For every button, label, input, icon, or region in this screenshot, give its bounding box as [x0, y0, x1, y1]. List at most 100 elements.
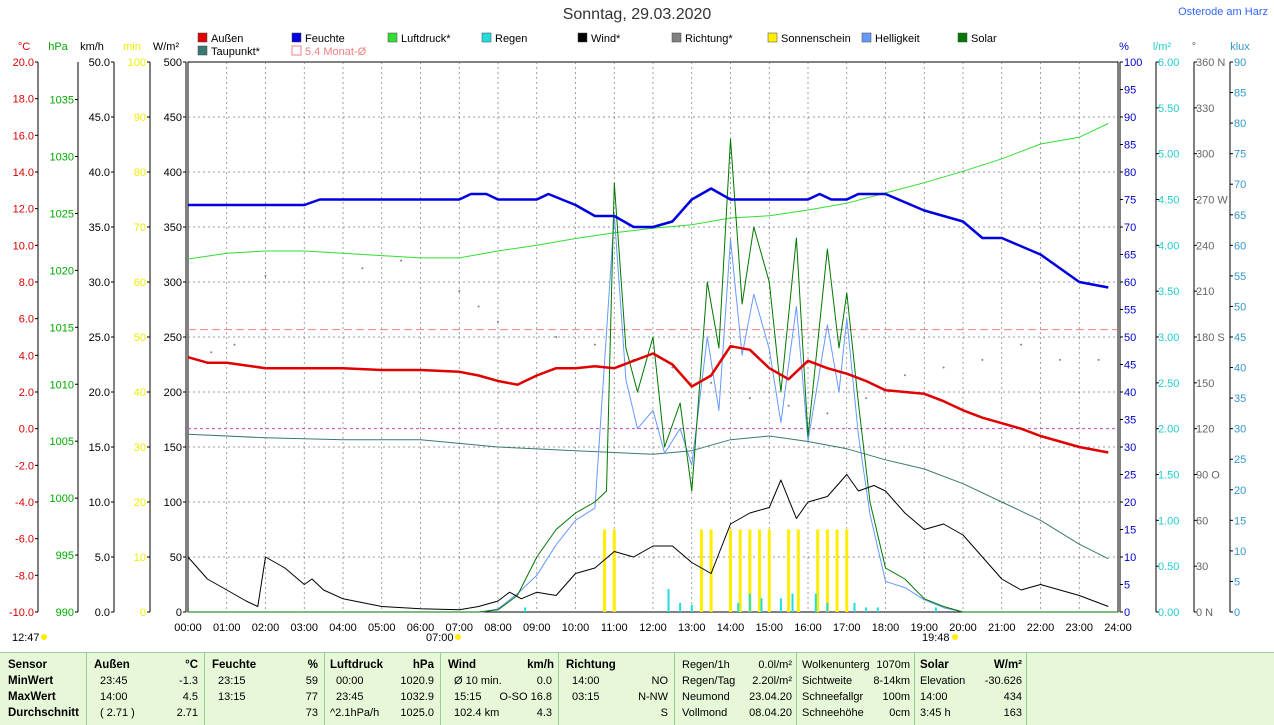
right-axis-tick-label: 5.50	[1158, 103, 1179, 115]
stats-luftdruck-head: Luftdruck	[330, 659, 384, 671]
x-tick-label: 09:00	[523, 622, 551, 634]
right-axis-tick-label: 20	[1234, 485, 1246, 497]
right-axis-tick-label: 10	[1234, 546, 1246, 558]
left-axis-tick-label: 4.0	[19, 350, 34, 362]
stats-feuchte-unit: %	[307, 659, 318, 671]
stats-feuchte-head: Feuchte	[212, 659, 257, 671]
right-axis-tick-label: 25	[1234, 454, 1246, 466]
left-axis-tick-label: 10	[134, 552, 146, 564]
direction-point	[497, 320, 499, 323]
right-axis-tick-label: 120	[1196, 424, 1214, 436]
x-tick-label: 15:00	[755, 622, 783, 634]
x-tick-label: 24:00	[1104, 622, 1132, 634]
direction-point	[210, 351, 213, 354]
left-axis-tick-label: 5.0	[95, 552, 110, 564]
left-axis-tick-label: 100	[164, 497, 182, 509]
right-axis-unit: %	[1119, 41, 1129, 53]
left-axis-tick-label: 50.0	[89, 57, 110, 69]
stats-schneefall-val: 100m	[882, 691, 910, 703]
stats-solar-max-time: 14:00	[920, 691, 948, 703]
left-axis-tick-label: 50	[170, 552, 182, 564]
x-tick-label: 21:00	[988, 622, 1016, 634]
stats-feuchte-max-time: 13:15	[218, 691, 246, 703]
stats-luftdruck-unit: hPa	[412, 659, 434, 671]
right-axis-tick-label: 60	[1234, 240, 1246, 252]
left-axis-tick-label: 0.0	[95, 607, 110, 619]
x-tick-label: 00:00	[174, 622, 202, 634]
left-axis-tick-label: 1020	[50, 265, 74, 277]
stats-neumond-val: 23.04.20	[749, 691, 792, 703]
rain-bar	[865, 607, 868, 612]
left-axis-tick-label: 0.0	[19, 424, 34, 436]
right-axis-tick-label: 80	[1234, 118, 1246, 130]
left-axis-tick-label: 500	[164, 57, 182, 69]
sun-icon	[455, 634, 461, 640]
sunshine-bar	[845, 529, 849, 612]
x-tick-label: 16:00	[794, 622, 822, 634]
stats-luftdruck-max-val: 1032.9	[400, 691, 434, 703]
stats-solar-max-val: 434	[1003, 691, 1022, 703]
stats-wolken-val: 1070m	[876, 659, 910, 671]
stats-wind-min-val: 0.0	[536, 675, 552, 687]
right-axis-unit: klux	[1230, 41, 1250, 53]
left-axis-tick-label: 35.0	[89, 222, 110, 234]
x-tick-label: 06:00	[407, 622, 435, 634]
x-tick-label: 11:00	[601, 622, 628, 634]
sunshine-bar	[748, 529, 752, 612]
left-axis-tick-label: -2.0	[15, 460, 34, 472]
stats-feuchte-avg-val: 73	[305, 707, 318, 719]
stats-aussen-unit: °C	[185, 659, 198, 671]
direction-point	[903, 374, 906, 377]
direction-point	[361, 267, 364, 270]
left-axis-unit: °C	[18, 41, 30, 53]
direction-point	[555, 336, 558, 338]
right-axis-tick-label: 90 O	[1196, 470, 1220, 482]
legend-swatch	[197, 45, 208, 56]
x-tick-label: 07:00	[445, 622, 473, 634]
sunshine-bar	[709, 529, 713, 612]
right-axis-tick-label: 5	[1234, 576, 1240, 588]
x-tick-label: 05:00	[368, 622, 396, 634]
stats-wind-unit: km/h	[527, 659, 554, 671]
sunshine-bar	[612, 529, 616, 612]
rain-bar	[826, 602, 829, 612]
stats-richtung-max-time: 03:15	[572, 691, 600, 703]
stats-richtung-min-time: 14:00	[572, 675, 600, 687]
sunshine-bar	[729, 529, 732, 612]
left-axis-tick-label: 450	[164, 112, 182, 124]
legend-label: Taupunkt*	[211, 46, 261, 58]
left-axis-tick-label: 45.0	[89, 112, 110, 124]
right-axis-tick-label: 75	[1234, 149, 1246, 161]
right-axis-tick-label: 1.50	[1158, 470, 1179, 482]
stats-row-min: MinWert	[8, 675, 54, 687]
left-axis-tick-label: 30	[134, 442, 146, 454]
right-axis-tick-label: 100	[1124, 57, 1142, 69]
legend-swatch	[481, 32, 492, 43]
stats-aussen-max-val: 4.5	[182, 691, 198, 703]
right-axis-tick-label: 0	[1124, 607, 1130, 619]
stats-col-luftdruck: Luftdruck hPa 00:00 1020.9 23:45 1032.9 ^2.…	[324, 653, 441, 725]
sunshine-bar	[758, 529, 762, 612]
direction-point	[233, 343, 236, 346]
rain-bar	[667, 589, 670, 612]
right-axis-tick-label: 30	[1234, 424, 1246, 436]
stats-luftdruck-avg-val: 1025.0	[400, 707, 434, 719]
humidity-line	[188, 187, 1109, 289]
right-axis-tick-label: 40	[1124, 387, 1136, 399]
x-tick-label: 03:00	[290, 622, 318, 634]
right-axis-tick-label: 45	[1124, 360, 1136, 372]
stats-col-feuchte: Feuchte% 23:15 59 13:15 77 73	[204, 653, 325, 725]
stats-row-avg: Durchschnitt	[8, 707, 79, 719]
direction-point	[477, 305, 480, 308]
stats-luftdruck-min-val: 1020.9	[400, 675, 434, 687]
left-axis-tick-label: 8.0	[19, 277, 34, 289]
stats-aussen-head: Außen	[94, 659, 130, 671]
stats-col-aussen: Außen °C 23:45 -1.3 14:00 4.5 ( 2.71 ) 2.71	[86, 653, 205, 725]
right-axis-tick-label: 15	[1234, 515, 1246, 527]
stats-richtung-head: Richtung	[566, 659, 616, 671]
sun-icon	[952, 634, 958, 640]
left-axis-tick-label: 20.0	[89, 387, 110, 399]
right-axis-tick-label: 150	[1196, 378, 1214, 390]
site-name: Osterode am Harz	[1178, 6, 1268, 18]
solar-line	[188, 138, 1118, 613]
